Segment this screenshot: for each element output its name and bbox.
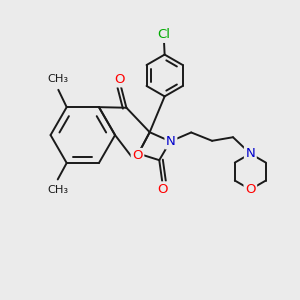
Text: N: N — [166, 135, 176, 148]
Text: CH₃: CH₃ — [48, 74, 69, 84]
Text: CH₃: CH₃ — [47, 185, 68, 195]
Text: N: N — [245, 147, 255, 160]
Text: Cl: Cl — [158, 28, 170, 41]
Text: O: O — [114, 73, 125, 86]
Text: O: O — [132, 149, 143, 163]
Text: O: O — [245, 183, 256, 196]
Text: O: O — [158, 183, 168, 196]
